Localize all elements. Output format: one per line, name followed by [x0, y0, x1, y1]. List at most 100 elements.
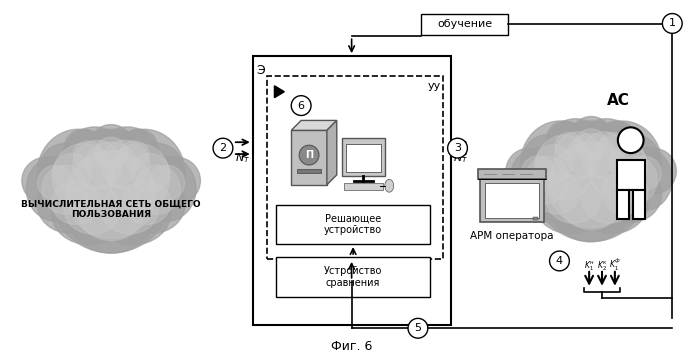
Ellipse shape: [583, 121, 662, 208]
Text: 2: 2: [219, 143, 226, 153]
Polygon shape: [275, 86, 284, 98]
Bar: [421, 14, 508, 35]
Ellipse shape: [27, 156, 87, 221]
Circle shape: [618, 127, 644, 153]
Ellipse shape: [108, 143, 170, 210]
Ellipse shape: [73, 141, 103, 169]
Bar: [344, 183, 383, 190]
Ellipse shape: [149, 165, 185, 200]
Text: $N_т$: $N_т$: [453, 151, 468, 165]
Ellipse shape: [600, 166, 662, 222]
Ellipse shape: [545, 119, 607, 183]
Ellipse shape: [630, 148, 677, 194]
Ellipse shape: [523, 135, 572, 185]
Ellipse shape: [37, 129, 120, 218]
Bar: [252, 56, 451, 325]
Bar: [297, 169, 321, 173]
Ellipse shape: [52, 181, 101, 225]
Text: $K_1^ф$: $K_1^ф$: [609, 257, 621, 273]
Ellipse shape: [610, 145, 647, 182]
Ellipse shape: [62, 127, 127, 192]
Ellipse shape: [521, 156, 555, 190]
Text: Э: Э: [257, 64, 266, 77]
Text: $K_2^к$: $K_2^к$: [596, 259, 607, 273]
Ellipse shape: [52, 153, 92, 192]
Bar: [533, 218, 538, 220]
Ellipse shape: [78, 184, 144, 241]
Ellipse shape: [85, 142, 137, 188]
Ellipse shape: [89, 125, 133, 167]
Ellipse shape: [598, 121, 636, 157]
Text: $N_т$: $N_т$: [236, 151, 250, 165]
Bar: [617, 190, 628, 219]
Ellipse shape: [546, 176, 600, 223]
Ellipse shape: [554, 132, 601, 180]
Ellipse shape: [66, 151, 156, 239]
Ellipse shape: [39, 143, 92, 195]
Ellipse shape: [95, 137, 127, 169]
Ellipse shape: [134, 165, 180, 214]
Bar: [485, 183, 539, 219]
Ellipse shape: [37, 175, 103, 233]
Ellipse shape: [68, 178, 154, 253]
Bar: [342, 138, 385, 176]
Text: уу: уу: [428, 81, 440, 91]
Text: АРМ оператора: АРМ оператора: [470, 231, 554, 241]
Ellipse shape: [535, 145, 572, 182]
Bar: [633, 190, 644, 219]
Ellipse shape: [570, 116, 612, 157]
Text: Фиг. 6: Фиг. 6: [331, 340, 373, 352]
Text: $K_1^н$: $K_1^н$: [584, 259, 595, 273]
Ellipse shape: [610, 135, 660, 185]
Ellipse shape: [73, 140, 122, 189]
Ellipse shape: [384, 179, 394, 192]
Ellipse shape: [131, 143, 183, 195]
Circle shape: [549, 251, 570, 271]
Ellipse shape: [627, 156, 661, 190]
Ellipse shape: [64, 185, 121, 234]
Ellipse shape: [534, 128, 648, 242]
Bar: [291, 130, 327, 185]
Bar: [266, 76, 442, 259]
Ellipse shape: [555, 132, 583, 160]
Ellipse shape: [566, 134, 616, 178]
Ellipse shape: [535, 135, 594, 200]
Circle shape: [213, 138, 233, 158]
Circle shape: [447, 138, 468, 158]
Ellipse shape: [547, 121, 584, 157]
Ellipse shape: [534, 171, 581, 214]
Ellipse shape: [581, 132, 628, 180]
Bar: [346, 144, 382, 172]
Ellipse shape: [601, 171, 648, 214]
Ellipse shape: [521, 166, 583, 222]
Ellipse shape: [95, 179, 171, 245]
Bar: [617, 160, 644, 190]
Bar: [276, 205, 430, 244]
Ellipse shape: [95, 127, 160, 192]
Circle shape: [291, 96, 311, 115]
Text: 1: 1: [669, 19, 676, 28]
Ellipse shape: [38, 165, 73, 200]
Circle shape: [408, 318, 428, 338]
Bar: [276, 257, 430, 297]
Ellipse shape: [525, 156, 569, 204]
Ellipse shape: [64, 129, 103, 167]
Ellipse shape: [506, 148, 552, 194]
Ellipse shape: [575, 129, 607, 159]
Ellipse shape: [22, 157, 70, 204]
Ellipse shape: [510, 147, 568, 211]
Ellipse shape: [101, 185, 158, 234]
Text: Устройство
сравнения: Устройство сравнения: [324, 266, 382, 288]
Ellipse shape: [76, 129, 146, 190]
Text: ВЫЧИСЛИТЕЛЬНАЯ СЕТЬ ОБЩЕГО
ПОЛЬЗОВАНИЯ: ВЫЧИСЛИТЕЛЬНАЯ СЕТЬ ОБЩЕГО ПОЛЬЗОВАНИЯ: [21, 200, 201, 219]
Ellipse shape: [52, 143, 115, 210]
Bar: [480, 179, 544, 222]
Ellipse shape: [548, 142, 634, 227]
Ellipse shape: [120, 175, 185, 233]
Ellipse shape: [152, 157, 201, 204]
Ellipse shape: [614, 147, 672, 211]
Ellipse shape: [51, 179, 127, 245]
Ellipse shape: [135, 156, 196, 221]
Text: 4: 4: [556, 256, 563, 266]
Ellipse shape: [560, 175, 622, 230]
